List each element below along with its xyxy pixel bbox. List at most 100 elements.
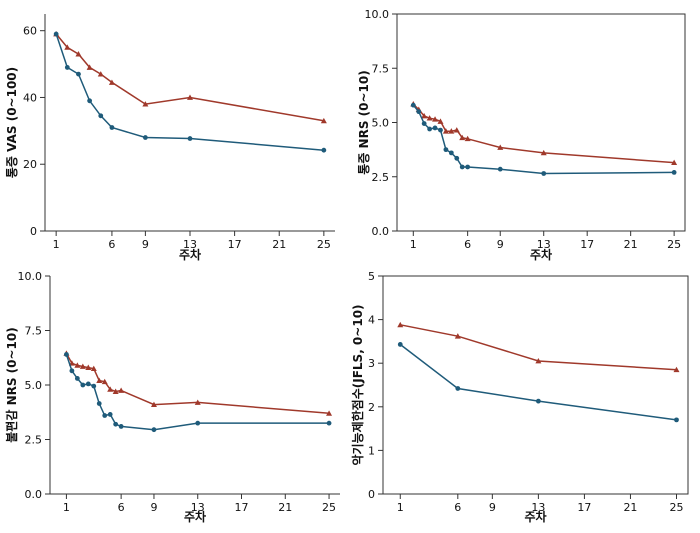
series-1-point [442,128,449,134]
series-1-point [320,117,327,124]
x-axis-title: 주차 [524,509,546,524]
x-tick-label: 25 [669,501,683,514]
series-2-point [443,147,449,153]
series-2-point [118,424,124,429]
series-2-point [421,121,427,126]
y-tick-label: 5.0 [372,117,390,130]
series-2-point [64,352,69,357]
series-2-point [96,401,102,406]
series-1-point [64,44,71,50]
series-1-point [426,115,433,121]
series-1-point [397,321,404,328]
series-2-point [674,417,679,423]
series-1-point [108,79,115,85]
x-tick-label: 9 [489,501,496,514]
x-tick-label: 17 [577,501,591,514]
series-2-point [109,125,115,130]
series-2-point [321,147,327,153]
series-1-point [142,101,149,107]
chart-svg-pain-nrs: 0.0 2.5 5.0 7.5 10.0 1 6 9 13 17 21 25 주차 통증 NRS (0~1… [356,8,686,262]
series-2-point [410,102,416,108]
y-tick-label: 2.5 [25,434,43,447]
x-tick-label: 25 [322,501,336,514]
y-tick-label: 3 [368,357,375,370]
plot-frame [382,275,689,495]
series-1-point [673,366,680,373]
chart-panel-vas: 0 20 40 60 1 6 9 13 17 21 25 주차 통증 VAS (0~100) [0,0,350,265]
series-1-point [540,149,547,156]
y-tick-label: 2.5 [372,171,390,184]
series-2-point [326,420,332,426]
x-tick-label: 1 [63,501,70,514]
series-1-point [85,364,92,370]
x-axis-title: 주차 [179,247,201,262]
y-tick-label: 0 [30,225,37,238]
x-tick-label: 25 [667,238,681,251]
series-1-point [326,410,333,416]
y-tick-label: 10.0 [365,8,390,21]
x-tick-label: 17 [580,238,594,251]
x-tick-label: 25 [317,238,331,251]
series-1-point [421,112,428,119]
series-2-point [69,368,75,374]
series-1-point [432,116,439,122]
y-tick-label: 2 [368,401,375,414]
series-2-point [113,421,119,427]
series-2-point [454,155,460,161]
series-2-point [53,31,59,37]
y-axis-title: 불편감 NRS (0~10) [4,327,19,442]
series-1-point [194,399,201,405]
series-line-1 [400,324,677,371]
x-tick-label: 9 [142,238,149,251]
x-tick-label: 6 [454,501,461,514]
series-2-point [80,382,86,388]
series-2-point [102,413,108,418]
series-1-point [101,378,108,385]
x-tick-label: 1 [53,238,60,251]
y-tick-label: 20 [23,158,37,171]
y-tick-label: 4 [368,314,375,327]
x-tick-label: 21 [623,501,637,514]
series-1-point [97,71,104,77]
y-tick-label: 0 [368,488,375,501]
y-tick-label: 7.5 [25,325,43,338]
x-tick-label: 1 [410,238,417,251]
y-tick-label: 40 [23,91,37,104]
series-2-point [76,71,81,77]
y-tick-label: 0.0 [372,225,390,238]
series-1-point [497,144,504,150]
series-2-point [87,98,93,104]
series-2-point [64,65,70,70]
x-tick-label: 13 [531,501,545,514]
series-2-point [671,170,677,175]
series-1-point [448,128,455,134]
y-tick-label: 5.0 [25,379,43,392]
series-2-point [427,126,433,132]
x-tick-label: 13 [537,238,551,251]
x-tick-label: 21 [624,238,638,251]
series-2-point [98,113,104,119]
x-axis-title: 주차 [184,509,206,524]
series-1-point [464,135,471,142]
y-axis-title: 악기능제한점수(JFLS, 0~10) [350,304,365,465]
series-1-point [74,362,81,368]
series-2-point [459,164,465,170]
series-2-point [91,383,97,389]
series-1-point [107,386,114,392]
chart-panel-jfls: 0 1 2 3 4 5 1 6 9 13 17 21 25 주차 악기능제한점수(JFLS, 0~10) [350,265,700,529]
series-1-point [150,401,157,408]
x-tick-label: 21 [278,501,292,514]
series-line-2 [55,33,324,151]
series-line-1 [55,33,324,122]
x-tick-label: 21 [272,238,286,251]
y-axis-title: 통증 VAS (0~100) [4,67,19,178]
y-tick-label: 5 [368,270,375,283]
series-2-point [448,150,454,156]
y-tick-label: 10.0 [18,270,43,283]
series-2-point [187,136,193,141]
series-1-point [90,365,97,372]
series-2-point [465,164,471,170]
x-tick-label: 6 [464,238,471,251]
x-tick-label: 6 [118,501,125,514]
series-1-point [187,94,193,100]
